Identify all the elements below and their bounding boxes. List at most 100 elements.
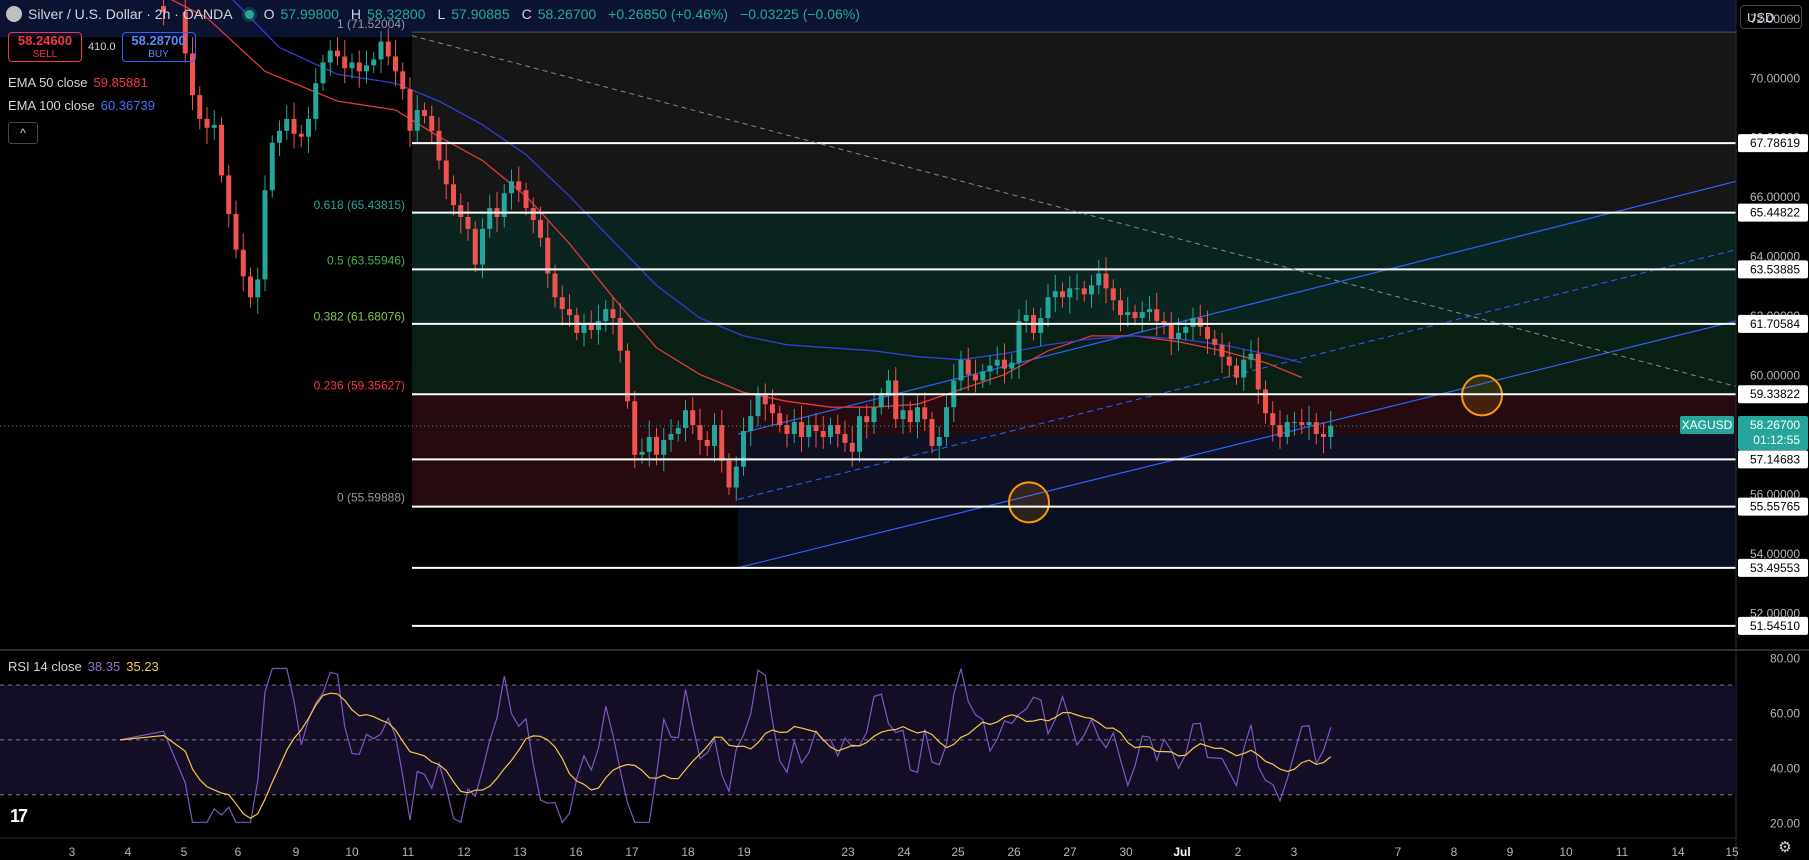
buy-button[interactable]: 58.28700 BUY	[121, 32, 196, 62]
time-tick-label: 19	[737, 845, 751, 859]
candle-body	[356, 62, 362, 72]
candle-body	[480, 228, 485, 265]
candle-body	[226, 175, 232, 215]
time-tick-label: 8	[1451, 845, 1458, 859]
close-value: 58.26700	[537, 6, 597, 22]
candle-body	[661, 439, 667, 455]
candle-body	[726, 460, 732, 488]
candle-body	[1060, 291, 1065, 298]
candle-body	[472, 228, 478, 265]
sell-button[interactable]: 58.24600 SELL	[8, 32, 82, 62]
time-tick-label: 17	[625, 845, 639, 859]
candle-body	[1067, 288, 1073, 298]
candle-body	[262, 190, 268, 280]
ema50-legend[interactable]: EMA 50 close 59.85881	[8, 75, 148, 90]
candle-body	[567, 309, 572, 316]
channel-upper	[737, 180, 1737, 435]
candle-body	[733, 466, 739, 488]
level-tag-label: 55.55765	[1750, 500, 1800, 514]
candle-body	[1176, 332, 1181, 339]
level-tag-label: 59.33822	[1750, 387, 1800, 401]
candle-body	[675, 428, 681, 434]
candle-body	[277, 130, 282, 143]
time-tick-label: 6	[235, 845, 242, 859]
candle-body	[1103, 273, 1109, 289]
sell-label: SELL	[32, 49, 58, 60]
candle-body	[1161, 321, 1167, 324]
tradingview-logo-icon: 17	[10, 806, 28, 826]
gear-icon[interactable]: ⚙	[1778, 839, 1792, 856]
candle-body	[632, 401, 638, 455]
candle-body	[987, 365, 993, 372]
candle-body	[646, 436, 652, 452]
candle-body	[1219, 344, 1225, 357]
level-tag-label: 57.14683	[1750, 452, 1800, 466]
fib-band-3	[412, 324, 1736, 395]
ema50-value: 59.85881	[93, 75, 148, 90]
level-tag	[1738, 558, 1808, 577]
candle-body	[835, 425, 841, 434]
time-tick-label: 16	[569, 845, 583, 859]
candle-body	[596, 321, 601, 330]
candle-body	[625, 350, 630, 402]
candle-body	[1125, 312, 1131, 316]
candle-body	[944, 407, 949, 437]
candle-body	[603, 309, 609, 322]
countdown-label: 01:12:55	[1753, 433, 1800, 447]
symbol-title[interactable]: Silver / U.S. Dollar · 2h · OANDA	[28, 6, 233, 22]
candle-body	[1190, 318, 1196, 327]
candle-body	[291, 118, 297, 134]
candle-body	[400, 71, 406, 90]
candle-body	[1306, 422, 1312, 426]
candle-body	[704, 439, 710, 446]
level-tag	[1738, 497, 1808, 516]
fib-label: 0 (55.59888)	[337, 490, 405, 504]
channel-fill	[738, 433, 1736, 568]
ema100-legend[interactable]: EMA 100 close 60.36739	[8, 98, 155, 113]
time-tick-label: 9	[1507, 845, 1514, 859]
level-tag	[1738, 385, 1808, 404]
ema100-label: EMA 100 close	[8, 98, 95, 113]
candle-body	[559, 297, 565, 310]
rsi-legend[interactable]: RSI 14 close 38.35 35.23	[8, 659, 159, 674]
candle-body	[864, 416, 870, 423]
candle-body	[893, 380, 899, 420]
candle-body	[1277, 425, 1283, 437]
time-tick-label: 25	[951, 845, 965, 859]
symbol-tag	[1680, 416, 1734, 435]
time-tick-label: 15	[1725, 845, 1739, 859]
currency-select[interactable]: USD ⌵	[1740, 5, 1802, 29]
candle-body	[393, 56, 398, 72]
rsi-tick-label: 40.00	[1770, 761, 1800, 775]
candle-body	[712, 425, 717, 446]
candle-body	[581, 324, 587, 333]
rsi-tick-label: 20.00	[1770, 816, 1800, 830]
candle-body	[639, 451, 645, 455]
candle-body	[1292, 422, 1297, 424]
candle-body	[320, 62, 326, 84]
time-tick-label: 13	[513, 845, 527, 859]
candle-body	[668, 433, 674, 440]
open-value: 57.99800	[280, 6, 339, 22]
time-tick-label: 18	[681, 845, 695, 859]
spread-value: 410.0	[88, 41, 116, 53]
candle-body	[204, 118, 210, 128]
collapse-legend-button[interactable]: ^	[8, 122, 38, 144]
symbol-header: Silver / U.S. Dollar · 2h · OANDA O 57.99…	[6, 6, 866, 22]
candle-body	[552, 273, 558, 298]
candle-body	[545, 237, 551, 274]
candle-body	[1096, 273, 1102, 286]
candle-body	[1023, 315, 1029, 322]
close-label: C	[521, 6, 532, 22]
candle-body	[878, 395, 884, 408]
currency-label: USD	[1747, 10, 1775, 25]
candle-body	[799, 422, 804, 437]
candle-body	[509, 181, 514, 194]
symbol-tag-label: XAGUSD	[1682, 418, 1733, 432]
candle-body	[1110, 288, 1116, 301]
candle-body	[523, 190, 529, 209]
high-value: 58.32800	[367, 6, 426, 22]
last-price-tag	[1738, 416, 1808, 451]
candle-body	[313, 83, 319, 119]
